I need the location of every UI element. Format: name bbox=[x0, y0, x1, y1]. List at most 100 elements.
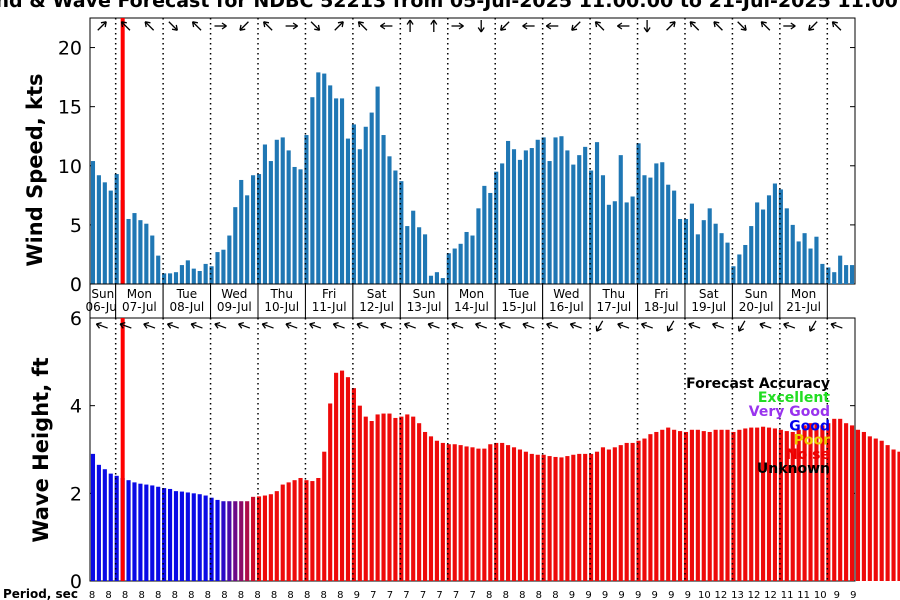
day-label-box bbox=[779, 283, 828, 319]
wind-speed-panel: 05101520Sun06-JulMon07-JulTue08-JulWed09… bbox=[58, 17, 856, 319]
data-bar bbox=[695, 429, 700, 581]
direction-arrow bbox=[332, 322, 345, 329]
data-bar bbox=[363, 126, 368, 285]
data-bar bbox=[328, 85, 333, 285]
period-value: 8 bbox=[205, 590, 211, 600]
data-bar bbox=[737, 429, 742, 581]
data-bar bbox=[405, 414, 410, 581]
data-bar bbox=[185, 492, 190, 581]
data-bar bbox=[559, 136, 564, 284]
direction-arrow bbox=[214, 322, 227, 329]
direction-arrow bbox=[285, 22, 298, 30]
day-label-box bbox=[731, 283, 781, 319]
direction-arrow bbox=[143, 322, 156, 329]
data-bar bbox=[167, 273, 173, 284]
data-bar bbox=[654, 163, 659, 284]
data-bar bbox=[464, 231, 469, 284]
data-bar bbox=[879, 440, 884, 581]
data-bar bbox=[251, 496, 256, 581]
direction-arrow bbox=[263, 21, 273, 31]
direction-arrow bbox=[475, 322, 488, 329]
day-name-label: Sat bbox=[699, 287, 719, 301]
direction-arrow bbox=[688, 322, 701, 329]
data-bar bbox=[849, 265, 855, 284]
direction-arrow bbox=[191, 21, 202, 31]
data-bar bbox=[826, 267, 831, 284]
data-bar bbox=[138, 220, 143, 284]
period-value: 7 bbox=[403, 590, 409, 600]
y-tick-label: 6 bbox=[70, 308, 82, 330]
data-bar bbox=[559, 457, 564, 581]
data-bar bbox=[677, 431, 683, 581]
data-bar bbox=[541, 454, 546, 581]
period-value: 7 bbox=[387, 590, 393, 600]
data-bar bbox=[387, 156, 392, 284]
data-bar bbox=[506, 445, 511, 581]
data-bar bbox=[606, 449, 611, 581]
wind-y-axis-label: Wind Speed, kts bbox=[23, 73, 47, 266]
data-bar bbox=[375, 86, 380, 285]
data-bar bbox=[743, 244, 748, 284]
direction-arrow bbox=[380, 322, 393, 329]
data-bar bbox=[233, 207, 238, 284]
data-bar bbox=[500, 163, 505, 284]
day-name-label: Sat bbox=[367, 287, 387, 301]
day-date-label: 21-Jul bbox=[786, 300, 821, 314]
data-bar bbox=[440, 442, 445, 581]
direction-arrow bbox=[144, 21, 155, 31]
data-bar bbox=[203, 495, 208, 581]
period-value: 8 bbox=[188, 590, 194, 600]
period-value: 9 bbox=[354, 590, 360, 600]
direction-arrow bbox=[190, 322, 203, 329]
data-bar bbox=[221, 501, 226, 581]
data-bar bbox=[446, 253, 451, 284]
data-bar bbox=[654, 431, 659, 581]
data-bar bbox=[476, 448, 481, 581]
data-bar bbox=[725, 242, 730, 284]
day-label-box bbox=[399, 283, 449, 319]
direction-arrow bbox=[666, 21, 676, 31]
direction-arrow bbox=[809, 320, 817, 332]
data-bar bbox=[820, 425, 825, 581]
data-bar bbox=[393, 170, 398, 284]
data-bar bbox=[589, 170, 594, 284]
period-value: 9 bbox=[585, 590, 591, 600]
figure-title: Wind & Wave Forecast for NDBC 52213 from… bbox=[0, 0, 900, 12]
data-bar bbox=[298, 477, 303, 581]
data-bar bbox=[132, 213, 137, 284]
data-bar bbox=[511, 149, 517, 284]
day-date-label: 17-Jul bbox=[596, 300, 631, 314]
data-bar bbox=[689, 429, 694, 581]
data-bar bbox=[577, 453, 582, 581]
data-bar bbox=[114, 174, 119, 284]
data-bar bbox=[239, 179, 244, 284]
day-name-label: Mon bbox=[127, 287, 152, 301]
day-name-label: Mon bbox=[791, 287, 816, 301]
wave-y-axis-label: Wave Height, ft bbox=[29, 357, 53, 542]
data-bar bbox=[280, 137, 285, 284]
period-value: 8 bbox=[552, 590, 558, 600]
data-bar bbox=[517, 159, 523, 284]
data-bar bbox=[796, 241, 801, 284]
data-bar bbox=[405, 226, 410, 284]
data-bar bbox=[452, 444, 457, 581]
data-bar bbox=[832, 272, 837, 284]
direction-arrow bbox=[120, 21, 131, 31]
period-value: 8 bbox=[172, 590, 178, 600]
legend-title: Forecast Accuracy bbox=[686, 376, 830, 392]
data-bar bbox=[209, 497, 214, 581]
data-bar bbox=[90, 453, 96, 581]
data-bar bbox=[339, 370, 345, 581]
data-bar bbox=[280, 484, 285, 581]
data-bar bbox=[399, 416, 404, 581]
data-bar bbox=[683, 431, 689, 581]
data-bar bbox=[636, 143, 641, 284]
direction-arrow bbox=[403, 322, 416, 329]
day-name-label: Fri bbox=[654, 287, 668, 301]
data-bar bbox=[523, 451, 528, 581]
data-bar bbox=[197, 270, 202, 284]
period-value: 8 bbox=[138, 590, 144, 600]
data-bar bbox=[262, 144, 268, 284]
data-bar bbox=[363, 416, 368, 581]
data-bar bbox=[428, 275, 434, 284]
